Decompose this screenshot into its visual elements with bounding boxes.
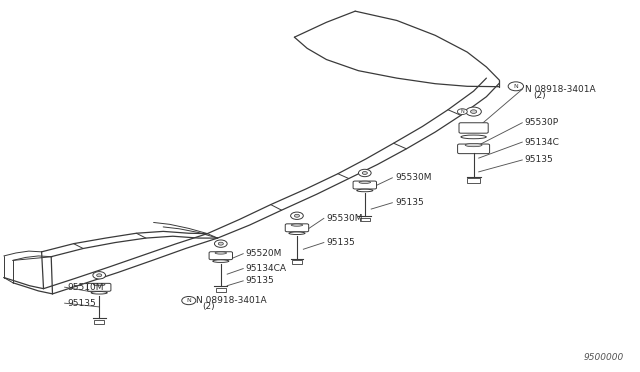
FancyBboxPatch shape xyxy=(458,144,490,154)
FancyBboxPatch shape xyxy=(360,218,370,221)
Circle shape xyxy=(214,240,227,247)
FancyBboxPatch shape xyxy=(285,224,308,232)
Ellipse shape xyxy=(461,135,486,139)
Ellipse shape xyxy=(215,252,227,254)
Circle shape xyxy=(93,272,106,279)
Text: 95134CA: 95134CA xyxy=(246,264,287,273)
FancyBboxPatch shape xyxy=(459,123,488,133)
Ellipse shape xyxy=(212,260,229,262)
Ellipse shape xyxy=(359,181,371,183)
FancyBboxPatch shape xyxy=(292,260,302,264)
FancyBboxPatch shape xyxy=(216,288,226,292)
Text: N 08918-3401A: N 08918-3401A xyxy=(525,85,595,94)
Text: 95135: 95135 xyxy=(525,155,554,164)
Circle shape xyxy=(218,242,223,245)
Text: 95520M: 95520M xyxy=(246,249,282,258)
Text: 9500000: 9500000 xyxy=(584,353,624,362)
Text: 95530M: 95530M xyxy=(326,214,363,223)
Circle shape xyxy=(466,107,481,116)
Text: (2): (2) xyxy=(533,92,546,100)
Circle shape xyxy=(294,214,300,217)
Circle shape xyxy=(362,171,367,174)
FancyBboxPatch shape xyxy=(209,252,232,260)
Text: 95530M: 95530M xyxy=(395,173,431,182)
FancyBboxPatch shape xyxy=(467,178,480,183)
Ellipse shape xyxy=(93,283,105,286)
Text: N: N xyxy=(186,298,191,303)
Circle shape xyxy=(470,110,477,113)
Circle shape xyxy=(291,212,303,219)
FancyBboxPatch shape xyxy=(353,181,376,189)
FancyBboxPatch shape xyxy=(94,320,104,324)
Text: N: N xyxy=(460,109,464,114)
Text: 95135: 95135 xyxy=(326,238,355,247)
Ellipse shape xyxy=(465,144,482,147)
Circle shape xyxy=(508,82,524,91)
Circle shape xyxy=(458,109,467,115)
Text: 95134C: 95134C xyxy=(525,138,559,147)
Text: 95135: 95135 xyxy=(67,299,96,308)
Text: 95135: 95135 xyxy=(395,198,424,207)
Ellipse shape xyxy=(291,224,303,226)
Text: 95135: 95135 xyxy=(246,276,275,285)
Circle shape xyxy=(182,296,196,305)
Text: N: N xyxy=(513,84,518,89)
Text: 95530P: 95530P xyxy=(525,118,559,127)
Text: (2): (2) xyxy=(202,302,215,311)
Ellipse shape xyxy=(289,232,305,234)
Ellipse shape xyxy=(356,189,373,192)
Ellipse shape xyxy=(91,292,108,294)
Text: 95510M: 95510M xyxy=(67,283,104,292)
FancyBboxPatch shape xyxy=(88,283,111,291)
Text: N 08918-3401A: N 08918-3401A xyxy=(196,296,266,305)
Circle shape xyxy=(358,169,371,177)
Circle shape xyxy=(97,274,102,277)
